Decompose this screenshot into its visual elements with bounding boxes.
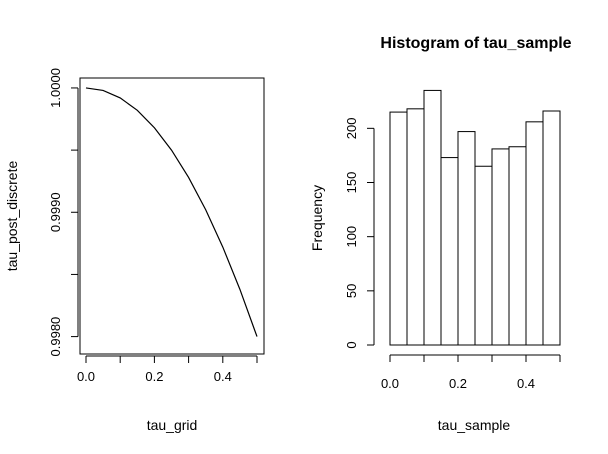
plot-box [79,77,265,355]
y-tick-label: 0.9990 [48,192,63,232]
line-plot-panel: 0.0 0.2 0.4 0.9980 0.9990 1.0000 tau_grid ta… [4,68,265,433]
histogram-bar [423,89,442,346]
chart-title: Histogram of tau_sample [380,35,571,52]
y-tick-label: 150 [344,172,359,194]
x-tick-label: 0.4 [214,369,232,384]
x-axis: 0.0 0.2 0.4 [381,354,561,391]
histogram-bar [491,148,510,346]
x-tick-label: 0.0 [381,376,399,391]
y-axis: 0 50 100 150 200 [344,117,375,349]
histogram-bar [474,165,493,346]
histogram-bar [542,110,561,346]
y-tick-label: 200 [344,117,359,139]
histogram-bar [389,111,408,346]
y-tick-label: 50 [344,284,359,298]
y-tick-label: 0.9980 [48,317,63,357]
x-tick-label: 0.2 [145,369,163,384]
histogram-bar [525,121,544,346]
x-tick-label: 0.4 [517,376,535,391]
x-axis-label: tau_grid [147,417,198,433]
histogram-bar [406,108,425,346]
y-axis-label: tau_post_discrete [4,161,20,272]
histogram-panel: Histogram of tau_sample 0.0 0.2 0.4 0 50 100… [309,35,572,433]
histogram-bar [508,146,527,346]
x-axis: 0.0 0.2 0.4 [77,355,258,384]
y-tick-label: 0 [344,341,359,348]
series-line [85,87,258,337]
histogram-bars [389,89,561,346]
x-tick-label: 0.2 [449,376,467,391]
y-axis-label: Frequency [309,185,325,251]
histogram-bar [440,157,459,346]
y-axis: 0.9980 0.9990 1.0000 [48,68,79,357]
x-tick-label: 0.0 [77,369,95,384]
histogram-bar [457,131,476,346]
y-tick-label: 1.0000 [48,68,63,108]
y-tick-label: 100 [344,226,359,248]
x-axis-label: tau_sample [438,417,511,433]
